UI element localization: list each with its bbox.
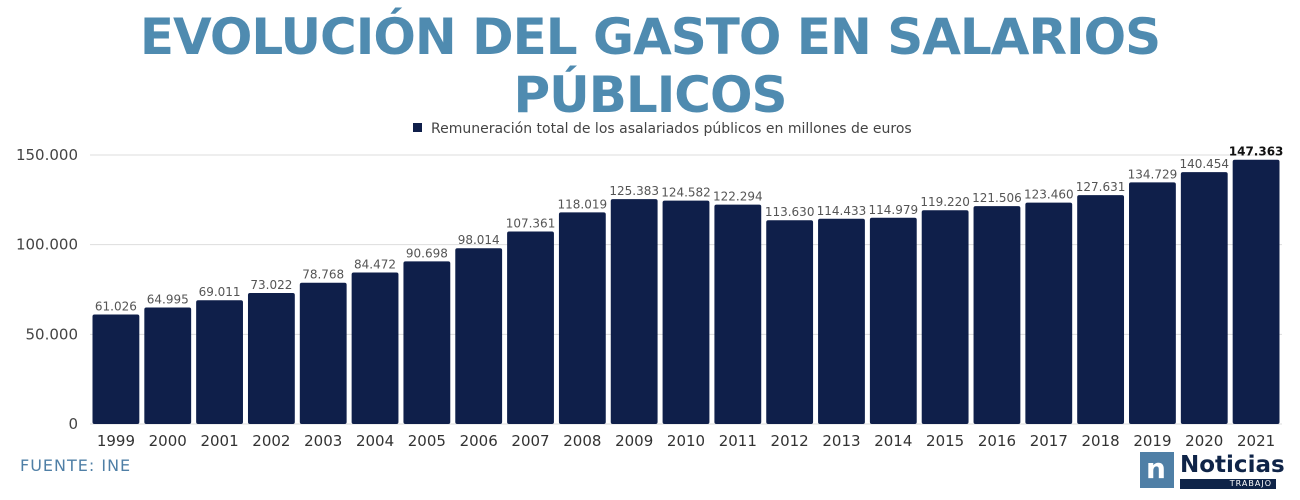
data-label: 147.363 bbox=[1229, 145, 1284, 159]
bar bbox=[1025, 202, 1073, 424]
x-tick-label: 2015 bbox=[926, 432, 964, 450]
x-tick-label: 2009 bbox=[615, 432, 653, 450]
bars bbox=[92, 159, 1280, 425]
data-label: 107.361 bbox=[506, 216, 556, 230]
x-tick-label: 2014 bbox=[874, 432, 912, 450]
data-label: 118.019 bbox=[558, 197, 608, 211]
x-tick-label: 2010 bbox=[667, 432, 705, 450]
x-tick-label: 2008 bbox=[563, 432, 601, 450]
x-tick-label: 2007 bbox=[511, 432, 549, 450]
bar bbox=[818, 218, 865, 424]
data-label: 90.698 bbox=[406, 246, 448, 260]
data-label: 127.631 bbox=[1076, 180, 1126, 194]
data-label: 134.729 bbox=[1128, 167, 1178, 181]
bar bbox=[92, 314, 140, 424]
bar bbox=[662, 200, 710, 424]
data-label: 121.506 bbox=[972, 191, 1022, 205]
x-tick-label: 2005 bbox=[408, 432, 446, 450]
data-label: 124.582 bbox=[661, 186, 711, 200]
x-tick-label: 2003 bbox=[304, 432, 342, 450]
data-label: 73.022 bbox=[250, 278, 292, 292]
data-label: 64.995 bbox=[147, 292, 189, 306]
bar bbox=[558, 212, 606, 424]
source-note: FUENTE: INE bbox=[20, 456, 132, 475]
data-label: 125.383 bbox=[609, 184, 659, 198]
x-tick-label: 2016 bbox=[978, 432, 1016, 450]
data-label: 61.026 bbox=[95, 300, 137, 314]
bar bbox=[507, 231, 554, 424]
bar bbox=[921, 210, 969, 424]
logo-mark-letter: n bbox=[1146, 452, 1166, 485]
x-tick-label: 2013 bbox=[822, 432, 860, 450]
x-tick-label: 2017 bbox=[1030, 432, 1068, 450]
data-label: 84.472 bbox=[354, 258, 396, 272]
data-label: 122.294 bbox=[713, 190, 763, 204]
x-tick-label: 2012 bbox=[771, 432, 809, 450]
y-tick-label: 50.000 bbox=[26, 325, 79, 343]
x-tick-label: 2021 bbox=[1237, 432, 1275, 450]
logo-mark: n bbox=[1140, 452, 1174, 488]
legend-label: Remuneración total de los asalariados pú… bbox=[431, 121, 912, 137]
bar bbox=[247, 293, 295, 424]
data-label: 119.220 bbox=[920, 195, 970, 209]
bar bbox=[766, 220, 814, 424]
bar bbox=[403, 261, 451, 424]
bar bbox=[869, 217, 917, 424]
data-label: 98.014 bbox=[458, 233, 500, 247]
legend: Remuneración total de los asalariados pú… bbox=[413, 121, 912, 137]
x-tick-label: 1999 bbox=[97, 432, 135, 450]
x-tick-label: 2020 bbox=[1185, 432, 1223, 450]
bar bbox=[714, 204, 762, 424]
x-tick-label: 2002 bbox=[252, 432, 290, 450]
bar bbox=[1232, 159, 1280, 425]
y-axis: 0 50.000 100.000 150.000 bbox=[16, 146, 78, 433]
bar bbox=[299, 282, 347, 424]
x-tick-label: 2004 bbox=[356, 432, 394, 450]
bar bbox=[973, 206, 1021, 424]
bar bbox=[610, 199, 658, 424]
bar bbox=[351, 272, 399, 424]
x-axis: 1999 2000 2001 2002 2003 2004 2005 2006 2007 2008… bbox=[97, 432, 1275, 450]
data-label: 123.460 bbox=[1024, 188, 1074, 202]
bar bbox=[1129, 182, 1176, 424]
data-label: 140.454 bbox=[1179, 157, 1229, 171]
data-label: 69.011 bbox=[199, 285, 241, 299]
data-label: 113.630 bbox=[765, 205, 815, 219]
bar bbox=[1077, 195, 1125, 424]
legend-swatch bbox=[413, 123, 422, 132]
x-tick-label: 2001 bbox=[200, 432, 238, 450]
bar bbox=[144, 307, 192, 424]
logo-subtitle: TRABAJO bbox=[1180, 479, 1276, 489]
brand-logo: n Noticias TRABAJO bbox=[1140, 452, 1285, 490]
bar bbox=[196, 300, 243, 424]
data-label: 78.768 bbox=[302, 268, 344, 282]
logo-name: Noticias bbox=[1180, 452, 1285, 478]
bar bbox=[455, 248, 503, 424]
x-tick-label: 2006 bbox=[460, 432, 498, 450]
x-tick-label: 2019 bbox=[1133, 432, 1171, 450]
x-tick-label: 2018 bbox=[1082, 432, 1120, 450]
value-labels: 61.026 64.995 69.011 73.022 78.768 84.472 90.6… bbox=[95, 145, 1284, 314]
chart-title: EVOLUCIÓN DEL GASTO EN SALARIOS PÚBLICOS bbox=[139, 8, 1161, 124]
data-label: 114.979 bbox=[868, 203, 918, 217]
y-tick-label: 150.000 bbox=[16, 146, 78, 164]
y-tick-label: 100.000 bbox=[16, 236, 78, 254]
y-tick-label: 0 bbox=[68, 415, 78, 433]
x-tick-label: 2000 bbox=[149, 432, 187, 450]
data-label: 114.433 bbox=[817, 204, 867, 218]
bar-chart: Remuneración total de los asalariados pú… bbox=[16, 121, 1284, 450]
bar bbox=[1180, 172, 1228, 424]
x-tick-label: 2011 bbox=[719, 432, 757, 450]
